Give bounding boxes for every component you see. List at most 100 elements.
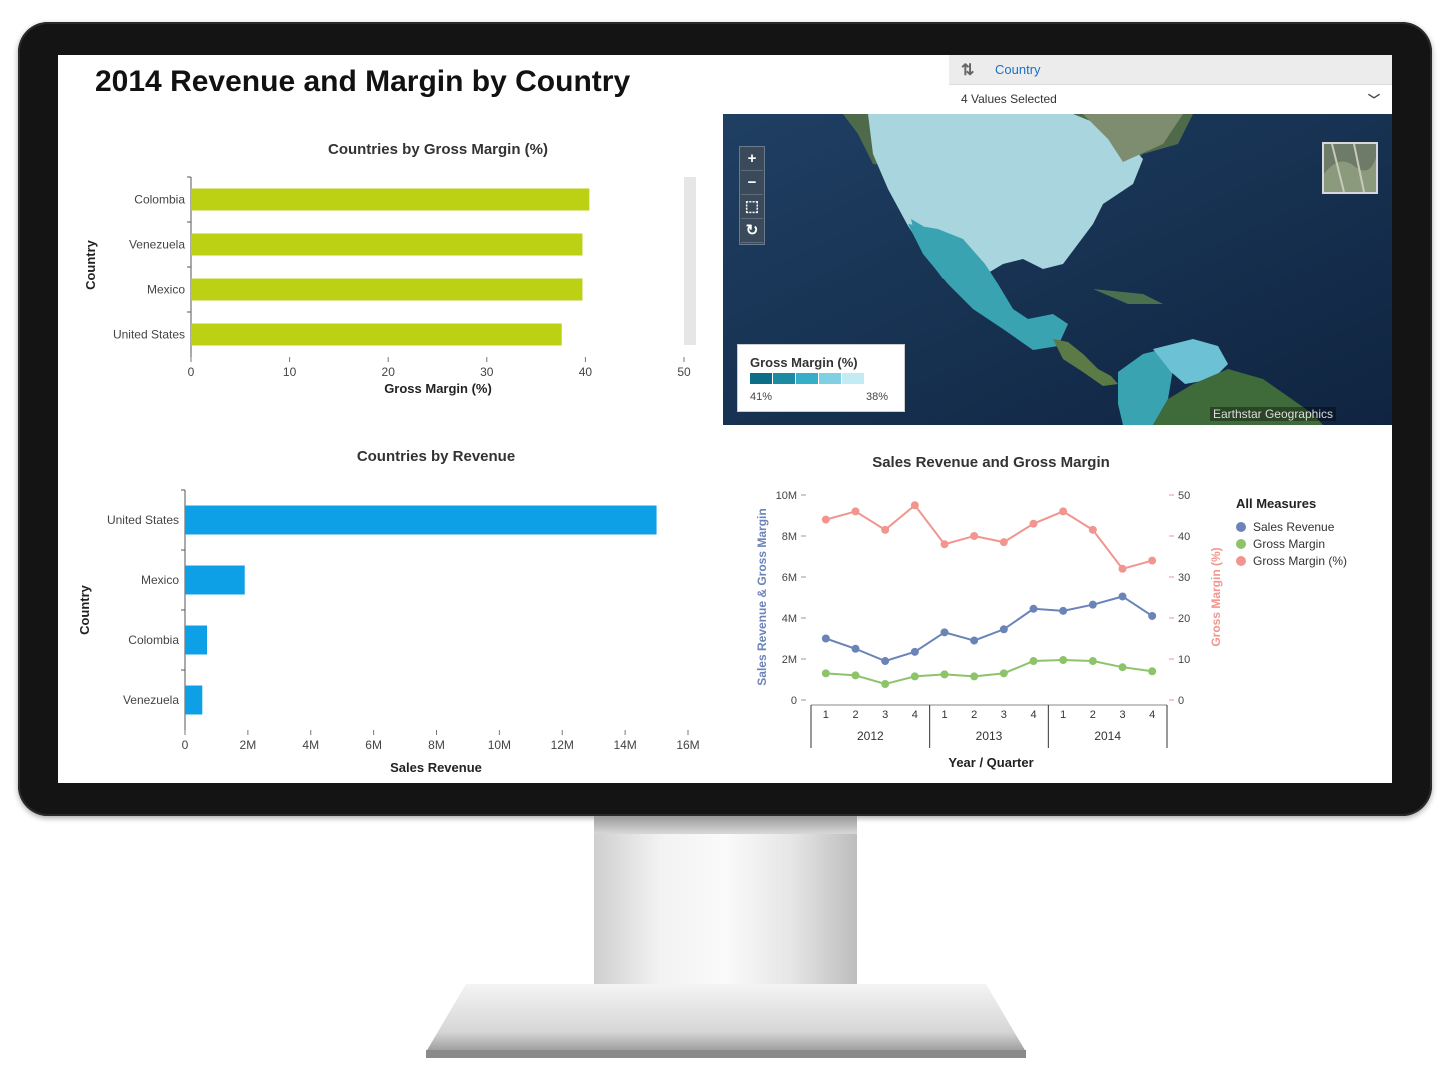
- y-tick-label: 6M: [782, 572, 797, 584]
- filter-dropdown[interactable]: 4 Values Selected ﹀: [949, 85, 1392, 113]
- monitor-stand-neck: [594, 816, 857, 991]
- category-label: United States: [107, 513, 179, 527]
- colombia-region[interactable]: [1118, 349, 1173, 425]
- dashboard-title: 2014 Revenue and Margin by Country: [95, 65, 631, 98]
- bar: [191, 188, 590, 211]
- bar: [185, 565, 245, 595]
- legend-marker: [1236, 539, 1246, 549]
- y2-axis-label: Gross Margin (%): [1209, 547, 1223, 646]
- map-layer-button[interactable]: [1322, 142, 1378, 194]
- x-tick-label: 8M: [428, 738, 445, 752]
- category-label: Colombia: [134, 193, 185, 207]
- map-legend: Gross Margin (%) 41% 38%: [737, 344, 905, 412]
- y2-tick-label: 0: [1178, 695, 1184, 707]
- data-point: [910, 672, 919, 681]
- quarter-label: 3: [1119, 709, 1125, 721]
- legend-label: Sales Revenue: [1253, 520, 1335, 534]
- data-point: [851, 507, 860, 516]
- data-point: [1059, 606, 1068, 615]
- y-axis-label: Sales Revenue & Gross Margin: [755, 508, 769, 685]
- data-point: [999, 669, 1008, 678]
- filter-header[interactable]: ⇅ Country: [949, 55, 1392, 85]
- legend-marker: [1236, 556, 1246, 566]
- x-tick-label: 6M: [365, 738, 382, 752]
- scrollbar[interactable]: [684, 177, 696, 345]
- map-controls: + − ⬚ ↻: [739, 146, 765, 245]
- data-point: [999, 625, 1008, 634]
- screen: 2014 Revenue and Margin by Country ⇅ Cou…: [58, 55, 1392, 783]
- y-tick-label: 4M: [782, 613, 797, 625]
- x-tick-label: 16M: [676, 738, 699, 752]
- x-axis-label: Year / Quarter: [948, 755, 1033, 770]
- y2-tick-label: 10: [1178, 654, 1190, 666]
- data-point: [881, 657, 890, 666]
- bar: [185, 625, 208, 655]
- legend-swatch: [819, 373, 841, 384]
- legend-swatch: [750, 373, 772, 384]
- data-point: [910, 501, 919, 510]
- data-point: [1088, 525, 1097, 534]
- zoom-in-button[interactable]: +: [741, 148, 763, 171]
- venezuela-region[interactable]: [1153, 339, 1228, 384]
- x-tick-label: 10: [283, 365, 297, 379]
- year-label: 2013: [976, 729, 1003, 743]
- bar: [191, 323, 562, 346]
- filter-label: Country: [995, 62, 1041, 77]
- data-point: [970, 672, 979, 681]
- legend-high-label: 38%: [865, 391, 888, 403]
- chart-title: Countries by Revenue: [357, 448, 515, 465]
- data-point: [1088, 600, 1097, 609]
- legend-swatch: [773, 373, 795, 384]
- data-point: [1029, 519, 1038, 528]
- year-label: 2012: [857, 729, 884, 743]
- data-point: [940, 670, 949, 679]
- data-point: [881, 680, 890, 689]
- data-point: [910, 647, 919, 656]
- chevron-down-icon[interactable]: ﹀: [1367, 92, 1380, 107]
- category-label: United States: [113, 328, 185, 342]
- map-credit: Earthstar Geographics: [1209, 407, 1336, 421]
- legend-marker: [1236, 522, 1246, 532]
- data-point: [881, 525, 890, 534]
- y2-tick-label: 50: [1178, 490, 1190, 502]
- filter-selected-value: 4 Values Selected: [961, 92, 1057, 106]
- legend-low-label: 41%: [750, 391, 773, 403]
- select-area-button[interactable]: ⬚: [741, 196, 763, 219]
- sort-icon[interactable]: ⇅: [961, 61, 975, 79]
- sales-revenue-gross-margin-line-chart: Sales Revenue and Gross Margin Sales Rev…: [755, 454, 1347, 770]
- bar: [185, 685, 203, 715]
- y-tick-label: 10M: [776, 490, 797, 502]
- zoom-out-button[interactable]: −: [741, 172, 763, 195]
- data-point: [851, 644, 860, 653]
- x-tick-label: 20: [382, 365, 396, 379]
- legend-swatch: [842, 373, 864, 384]
- y-axis-label: Country: [77, 584, 92, 635]
- reset-button[interactable]: ↻: [741, 220, 763, 243]
- quarter-label: 2: [1090, 709, 1096, 721]
- quarter-label: 4: [1149, 709, 1155, 721]
- quarter-label: 2: [971, 709, 977, 721]
- mexico-region[interactable]: [908, 224, 1068, 350]
- data-point: [1088, 657, 1097, 666]
- data-point: [821, 669, 830, 678]
- monitor-stand-base: [426, 984, 1026, 1058]
- y2-tick-label: 20: [1178, 613, 1190, 625]
- data-point: [999, 538, 1008, 547]
- country-map[interactable]: + − ⬚ ↻ Gross Margin (%) 41% 38% Earthstar …: [723, 114, 1392, 425]
- country-filter[interactable]: ⇅ Country 4 Values Selected ﹀: [949, 55, 1392, 113]
- bar: [185, 505, 657, 535]
- x-axis-label: Gross Margin (%): [384, 381, 492, 396]
- legend-title: All Measures: [1236, 496, 1316, 511]
- series-line: [825, 595, 1153, 663]
- data-point: [1118, 564, 1127, 573]
- data-point: [1118, 592, 1127, 601]
- x-tick-label: 4M: [302, 738, 319, 752]
- data-point: [970, 532, 979, 540]
- x-tick-label: 40: [579, 365, 593, 379]
- x-tick-label: 2M: [240, 738, 257, 752]
- series-line: [825, 503, 1153, 570]
- quarter-label: 1: [1060, 709, 1066, 721]
- chart-title: Sales Revenue and Gross Margin: [872, 454, 1110, 471]
- data-point: [1118, 663, 1127, 672]
- y-tick-label: 2M: [782, 654, 797, 666]
